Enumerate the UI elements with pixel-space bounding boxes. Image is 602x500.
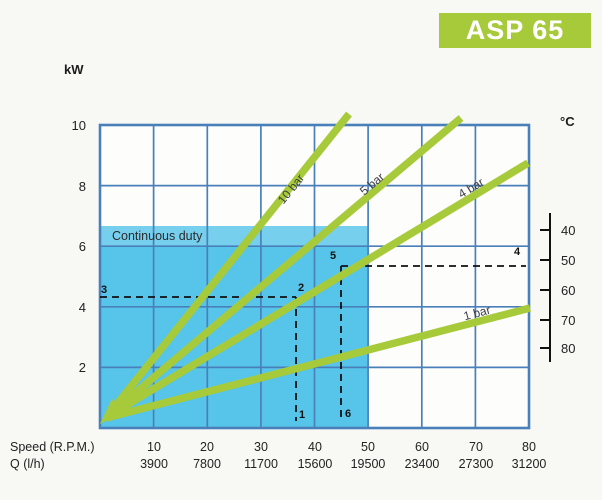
flow-value-7800: 7800 — [193, 457, 221, 471]
flow-value-19500: 19500 — [350, 457, 386, 471]
grid-lines — [100, 125, 529, 428]
speed-value-50: 50 — [361, 440, 375, 454]
line-4bar — [105, 159, 530, 421]
line-1bar — [105, 304, 531, 422]
speed-value-60: 60 — [415, 440, 429, 454]
kw-tick-2: 2 — [78, 360, 86, 375]
point-label-2: 2 — [297, 282, 305, 294]
speed-value-80: 80 — [522, 440, 536, 454]
point-label-4: 4 — [513, 246, 521, 258]
line-5bar — [105, 115, 464, 419]
speed-value-30: 30 — [254, 440, 268, 454]
celsius-tick-50: 50 — [561, 253, 576, 268]
flow-value-3900: 3900 — [140, 457, 168, 471]
continuous-duty-label: Continuous duty — [112, 229, 203, 243]
model-badge: ASP 65 — [439, 13, 591, 48]
pressure-lines — [105, 111, 531, 422]
kw-tick-6: 6 — [78, 239, 86, 254]
kw-tick-4: 4 — [78, 300, 86, 315]
speed-value-70: 70 — [469, 440, 483, 454]
celsius-tick-40: 40 — [561, 223, 576, 238]
kw-tick-10: 10 — [71, 118, 86, 133]
speed-axis-label: Speed (R.P.M.) — [10, 440, 95, 454]
kw-tick-8: 8 — [78, 179, 86, 194]
flow-value-23400: 23400 — [404, 457, 440, 471]
celsius-tick-60: 60 — [561, 283, 576, 298]
point-label-3: 3 — [100, 284, 108, 296]
flow-value-15600: 15600 — [297, 457, 333, 471]
origin-arrowhead — [100, 399, 124, 424]
point-label-6: 6 — [344, 408, 352, 420]
line-10bar — [106, 111, 352, 417]
speed-value-10: 10 — [147, 440, 161, 454]
flow-axis-label: Q (l/h) — [10, 457, 45, 471]
speed-value-40: 40 — [308, 440, 322, 454]
celsius-tick-70: 70 — [561, 313, 576, 328]
flow-value-11700: 11700 — [244, 457, 278, 471]
flow-value-27300: 27300 — [458, 457, 494, 471]
celsius-axis-unit: °C — [560, 114, 575, 129]
celsius-scale — [540, 213, 551, 362]
flow-value-31200: 31200 — [511, 457, 547, 471]
point-label-5: 5 — [329, 250, 337, 262]
plot-border — [98, 123, 531, 430]
point-label-1: 1 — [298, 409, 306, 421]
continuous-duty-region-top-band — [100, 226, 368, 246]
celsius-tick-80: 80 — [561, 341, 576, 356]
speed-value-20: 20 — [200, 440, 214, 454]
kw-axis-unit: kW — [64, 62, 84, 77]
